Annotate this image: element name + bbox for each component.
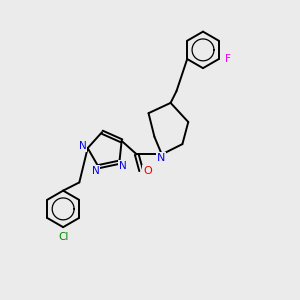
Text: F: F bbox=[225, 54, 231, 64]
Text: N: N bbox=[92, 166, 99, 176]
Text: O: O bbox=[143, 166, 152, 176]
Text: Cl: Cl bbox=[58, 232, 68, 242]
Text: N: N bbox=[79, 141, 86, 151]
Text: N: N bbox=[157, 153, 165, 163]
Text: N: N bbox=[119, 161, 127, 171]
